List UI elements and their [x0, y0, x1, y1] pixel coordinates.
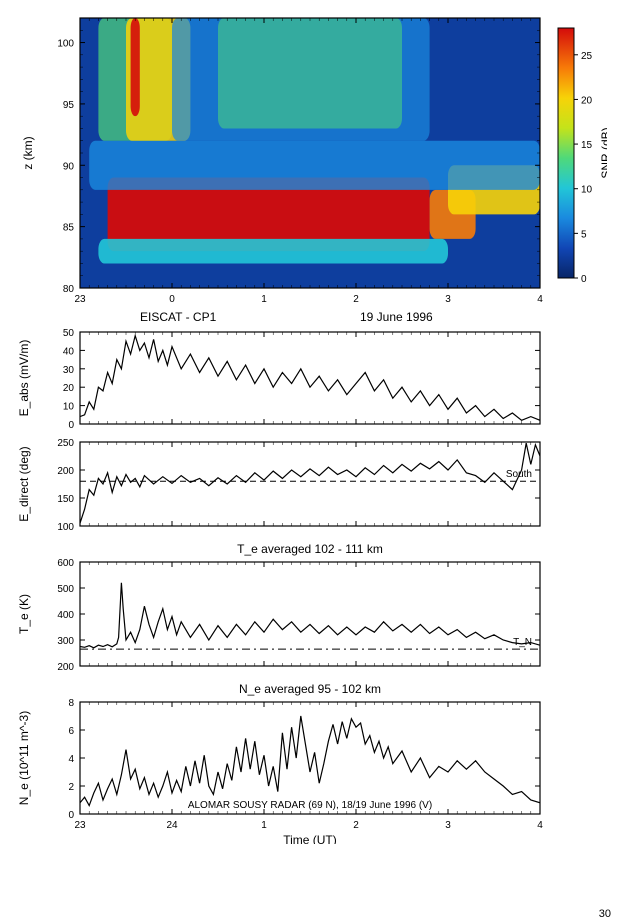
svg-text:30: 30	[63, 365, 75, 376]
svg-text:40: 40	[63, 346, 75, 357]
svg-text:80: 80	[63, 284, 75, 295]
svg-text:200: 200	[57, 466, 74, 477]
svg-text:100: 100	[57, 522, 74, 533]
eiscat-left: EISCAT - CP1	[140, 310, 216, 324]
svg-text:ALOMAR SOUSY RADAR (69 N), 18/: ALOMAR SOUSY RADAR (69 N), 18/19 June 19…	[188, 800, 432, 811]
svg-text:400: 400	[57, 610, 74, 621]
snr-heatmap-panel: 808590951002301234z (km)0510152025SNR (d…	[10, 10, 597, 310]
svg-text:10: 10	[63, 402, 75, 413]
svg-text:E_direct (deg): E_direct (deg)	[17, 446, 31, 521]
svg-text:SNR (dB): SNR (dB)	[599, 127, 607, 178]
svg-text:300: 300	[57, 636, 74, 647]
svg-text:4: 4	[68, 754, 74, 765]
svg-text:2: 2	[353, 820, 359, 831]
svg-text:50: 50	[63, 328, 75, 339]
svg-text:95: 95	[63, 100, 75, 111]
snr-heatmap: 808590951002301234z (km)0510152025SNR (d…	[10, 10, 607, 310]
svg-text:N_e (10^11 m^-3): N_e (10^11 m^-3)	[17, 711, 31, 805]
svg-text:z (km): z (km)	[21, 136, 35, 169]
svg-text:15: 15	[581, 140, 593, 151]
svg-text:10: 10	[581, 185, 593, 196]
svg-text:23: 23	[74, 294, 86, 305]
svg-text:500: 500	[57, 584, 74, 595]
e-direct-chart: 100150200250SouthE_direct (deg)	[10, 436, 607, 536]
svg-text:E_abs (mV/m): E_abs (mV/m)	[17, 340, 31, 417]
svg-text:2: 2	[353, 294, 359, 305]
svg-text:1: 1	[261, 294, 267, 305]
svg-text:4: 4	[537, 820, 543, 831]
te-title: T_e averaged 102 - 111 km	[80, 542, 540, 556]
svg-text:24: 24	[166, 820, 178, 831]
svg-text:250: 250	[57, 438, 74, 449]
svg-text:4: 4	[537, 294, 543, 305]
svg-text:90: 90	[63, 161, 75, 172]
ne-panel: 0246823241234N_e (10^11 m^-3)ALOMAR SOUS…	[10, 696, 597, 844]
svg-text:5: 5	[581, 229, 587, 240]
svg-text:20: 20	[581, 95, 593, 106]
ne-title: N_e averaged 95 - 102 km	[80, 682, 540, 696]
svg-text:8: 8	[68, 698, 74, 709]
eiscat-right: 19 June 1996	[360, 310, 433, 324]
svg-text:0: 0	[169, 294, 175, 305]
figure-page: { "global": { "x_domain": [23, 28], "x_t…	[0, 0, 617, 854]
te-chart: 200300400500600T_NT_e (K)	[10, 556, 607, 676]
e-direct-panel: 100150200250SouthE_direct (deg)	[10, 436, 597, 536]
svg-text:T_e (K): T_e (K)	[17, 594, 31, 634]
page-number: 30	[599, 908, 611, 920]
svg-text:0: 0	[68, 420, 74, 431]
svg-text:100: 100	[57, 39, 74, 50]
svg-text:200: 200	[57, 662, 74, 673]
svg-text:3: 3	[445, 294, 451, 305]
svg-text:3: 3	[445, 820, 451, 831]
eiscat-header: EISCAT - CP1 19 June 1996	[80, 310, 540, 326]
svg-text:150: 150	[57, 494, 74, 505]
svg-text:0: 0	[581, 274, 587, 285]
svg-text:6: 6	[68, 726, 74, 737]
svg-text:25: 25	[581, 51, 593, 62]
svg-text:Time (UT): Time (UT)	[283, 833, 337, 844]
svg-text:600: 600	[57, 558, 74, 569]
ne-chart: 0246823241234N_e (10^11 m^-3)ALOMAR SOUS…	[10, 696, 607, 844]
e-abs-chart: 0 10 20 30 40 50 E_abs (mV/m)	[10, 326, 607, 436]
svg-text:20: 20	[63, 383, 75, 394]
svg-text:2: 2	[68, 782, 74, 793]
svg-text:1: 1	[261, 820, 267, 831]
svg-text:23: 23	[74, 820, 86, 831]
svg-text:85: 85	[63, 223, 75, 234]
te-panel: 200300400500600T_NT_e (K)	[10, 556, 597, 676]
e-abs-panel: 0 10 20 30 40 50 E_abs (mV/m)	[10, 326, 597, 436]
